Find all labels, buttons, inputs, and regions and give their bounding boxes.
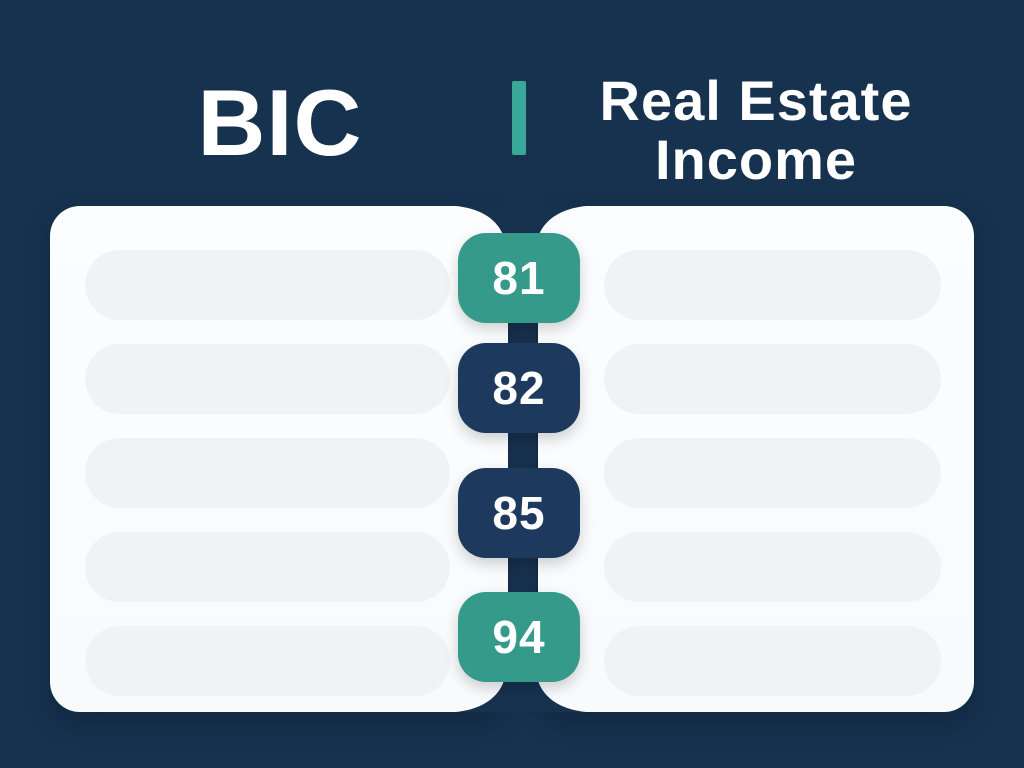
right-title: Real Estate Income [538, 69, 974, 191]
right-title-line2: Income [654, 127, 858, 191]
placeholder-row [604, 344, 941, 414]
placeholder-row [85, 532, 450, 602]
placeholder-row [604, 532, 941, 602]
placeholder-row [604, 250, 941, 320]
spine-bottom-flare [456, 668, 586, 712]
step-badge: 94 [458, 592, 580, 682]
step-badge-number: 81 [492, 252, 546, 304]
placeholder-row [85, 626, 450, 696]
placeholder-row [604, 626, 941, 696]
left-title: BIC [197, 70, 363, 175]
step-badge-number: 94 [492, 611, 546, 663]
right-title-line1: Real Estate [599, 69, 913, 132]
left-panel [50, 206, 508, 712]
placeholder-row [604, 438, 941, 508]
title-divider-bar [512, 81, 526, 155]
placeholder-row [85, 250, 450, 320]
right-panel [538, 206, 974, 712]
step-badge: 82 [458, 343, 580, 433]
step-badge-number: 82 [492, 362, 546, 414]
placeholder-row [85, 344, 450, 414]
spine-top-flare [456, 206, 586, 250]
step-badge: 85 [458, 468, 580, 558]
step-badge: 81 [458, 233, 580, 323]
placeholder-row [85, 438, 450, 508]
step-badge-number: 85 [492, 487, 546, 539]
